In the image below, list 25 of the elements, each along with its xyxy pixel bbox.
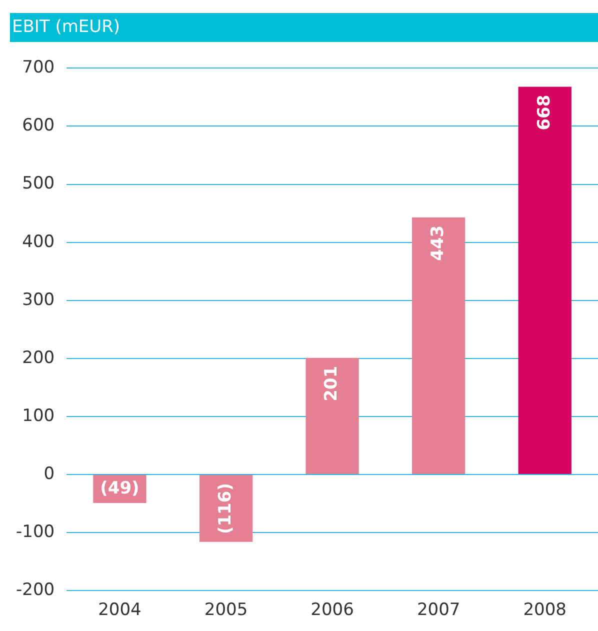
x-tick-label: 2006 xyxy=(310,600,354,620)
chart-title: EBIT (mEUR) xyxy=(10,13,598,42)
y-tick-label: 500 xyxy=(22,174,55,194)
y-tick-label: 100 xyxy=(22,406,55,426)
x-tick-label: 2004 xyxy=(98,600,142,620)
bar xyxy=(306,358,359,474)
y-tick-label: -200 xyxy=(16,580,55,600)
data-label: 443 xyxy=(428,225,448,261)
data-label: (49) xyxy=(100,478,140,498)
y-tick-label: 700 xyxy=(22,58,55,78)
y-tick-label: 0 xyxy=(44,464,55,484)
y-tick-label: 600 xyxy=(22,116,55,136)
y-tick-label: 200 xyxy=(22,348,55,368)
bar xyxy=(412,217,466,474)
x-tick-label: 2008 xyxy=(523,600,566,620)
y-tick-label: 400 xyxy=(22,232,55,252)
data-label: 201 xyxy=(322,366,342,402)
x-tick-label: 2007 xyxy=(416,600,460,620)
x-tick-label: 2005 xyxy=(204,600,248,620)
bar xyxy=(518,86,572,474)
data-label: (116) xyxy=(215,483,236,534)
bar xyxy=(199,475,253,542)
data-label: 668 xyxy=(534,94,554,130)
y-tick-label: -100 xyxy=(16,522,55,542)
y-tick-label: 300 xyxy=(22,290,55,310)
